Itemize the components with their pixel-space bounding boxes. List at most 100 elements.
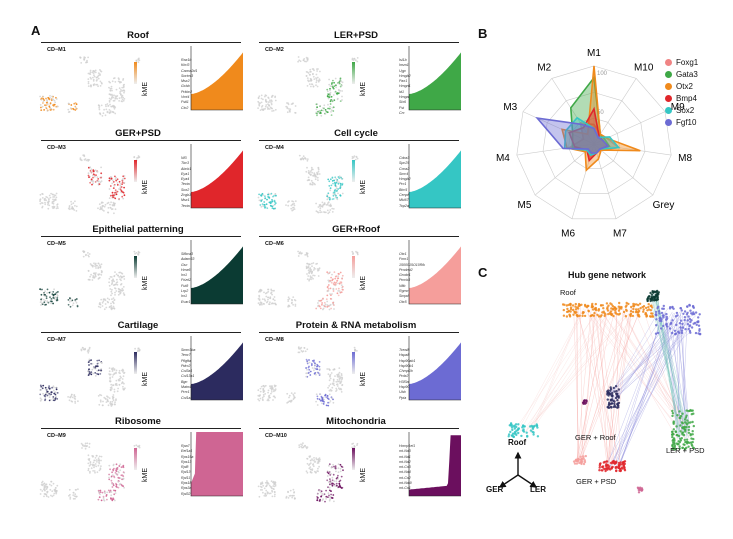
network-node xyxy=(680,329,684,332)
network-node xyxy=(625,309,628,312)
module-title: Protein & RNA metabolism xyxy=(295,320,417,331)
network-node xyxy=(654,313,658,316)
network-node xyxy=(599,462,602,465)
network-node xyxy=(679,430,682,433)
network-node xyxy=(581,401,585,404)
network-node xyxy=(569,310,572,313)
radar-chart: M1 M10 M9 M8 Grey M7 M6 M5 M4 M3 M2 50 100 xyxy=(496,48,693,239)
compass-label-roof: Roof xyxy=(508,438,527,447)
network-node xyxy=(686,319,689,322)
network-node xyxy=(678,447,681,450)
network-node xyxy=(637,309,641,313)
hub-gene: Vmt4 xyxy=(181,95,190,100)
network-node xyxy=(580,303,583,306)
network-node xyxy=(613,390,616,393)
hub-gene: Spc25 xyxy=(399,161,410,166)
network-node xyxy=(525,431,528,434)
hub-gene: Rps3a1 xyxy=(181,486,194,491)
radar-axis-label: Grey xyxy=(653,200,675,211)
network-node xyxy=(521,426,524,429)
network-node xyxy=(685,446,688,449)
network-node xyxy=(568,313,571,316)
radar-series-sox2 xyxy=(563,116,621,157)
network-node xyxy=(689,309,692,312)
network-node xyxy=(655,318,658,321)
network-node xyxy=(529,425,532,428)
network-edge xyxy=(617,310,690,468)
network-node xyxy=(624,315,628,318)
hub-gene: Zcgb1 xyxy=(181,193,191,198)
module-id-label: CD−M7 xyxy=(47,337,66,343)
network-node xyxy=(671,414,674,418)
network-node xyxy=(681,322,684,326)
hub-gene-network xyxy=(507,289,702,494)
network-node xyxy=(690,443,693,446)
network-node xyxy=(677,440,680,443)
network-node xyxy=(697,320,700,324)
network-edge xyxy=(610,329,681,395)
network-node xyxy=(590,304,594,307)
network-node xyxy=(681,412,684,415)
radar-spoke xyxy=(522,111,595,145)
network-edge xyxy=(576,308,578,463)
network-node xyxy=(598,466,601,469)
network-node xyxy=(690,326,694,329)
network-node xyxy=(614,385,618,388)
kme-axis-label: kME xyxy=(360,180,367,194)
hub-gene: Pax1 xyxy=(399,79,408,84)
network-node xyxy=(686,423,689,426)
network-node xyxy=(561,303,565,306)
network-node xyxy=(605,463,608,466)
network-node xyxy=(648,308,651,311)
module-title-rule xyxy=(259,428,459,429)
network-node xyxy=(693,321,697,325)
network-edge xyxy=(593,311,678,420)
kme-axis-label: kME xyxy=(142,372,149,386)
network-node xyxy=(606,309,610,312)
network-node xyxy=(671,409,674,413)
kme-axis-label: kME xyxy=(360,468,367,482)
network-node xyxy=(689,320,692,324)
hub-gene: Msx2 xyxy=(181,79,190,84)
network-node xyxy=(610,406,613,409)
network-edge xyxy=(581,307,596,460)
network-node xyxy=(678,410,681,413)
network-node xyxy=(616,392,619,396)
network-node xyxy=(650,297,653,301)
umap-scatter xyxy=(39,56,141,117)
hub-gene: Grxdc1 xyxy=(399,273,411,278)
hub-gene: Six6 xyxy=(399,100,406,105)
network-edge xyxy=(577,313,607,459)
hub-gene: Sox2 xyxy=(181,187,190,192)
network-label-ger-psd: GER + PSD xyxy=(576,477,617,486)
hub-gene: Hmgb2 xyxy=(399,177,411,182)
hub-gene: Col13a1 xyxy=(181,374,195,379)
network-edge xyxy=(573,307,580,461)
module-title: LER+PSD xyxy=(333,30,379,41)
network-node xyxy=(606,405,609,409)
colorbar xyxy=(352,256,355,278)
network-node xyxy=(679,414,683,418)
hub-gene: mt-Co1 xyxy=(399,486,411,491)
network-node xyxy=(593,311,596,315)
hub-gene-list: Rpa7 Eef1a1 Rps15a Rps13 Rpl8 Rpl13 Rpl11 Rps18… xyxy=(181,444,193,497)
hub-gene: 1500015O10Rik xyxy=(399,262,425,267)
network-node xyxy=(613,402,616,405)
network-edge xyxy=(609,323,669,393)
network-node xyxy=(632,307,635,311)
network-node xyxy=(683,310,687,313)
network-node xyxy=(680,331,684,335)
network-node xyxy=(616,399,619,402)
network-node xyxy=(697,324,701,327)
network-node xyxy=(620,466,624,469)
network-node xyxy=(606,398,609,401)
kme-distribution-plot xyxy=(408,336,461,401)
network-node xyxy=(656,296,659,299)
network-node xyxy=(670,430,674,434)
network-node xyxy=(615,395,619,398)
network-node xyxy=(632,305,636,308)
compass-label-ler: LER xyxy=(530,485,546,494)
network-node xyxy=(688,441,691,444)
network-node xyxy=(678,322,682,325)
network-label-ler-psd: LER + PSD xyxy=(666,446,705,455)
